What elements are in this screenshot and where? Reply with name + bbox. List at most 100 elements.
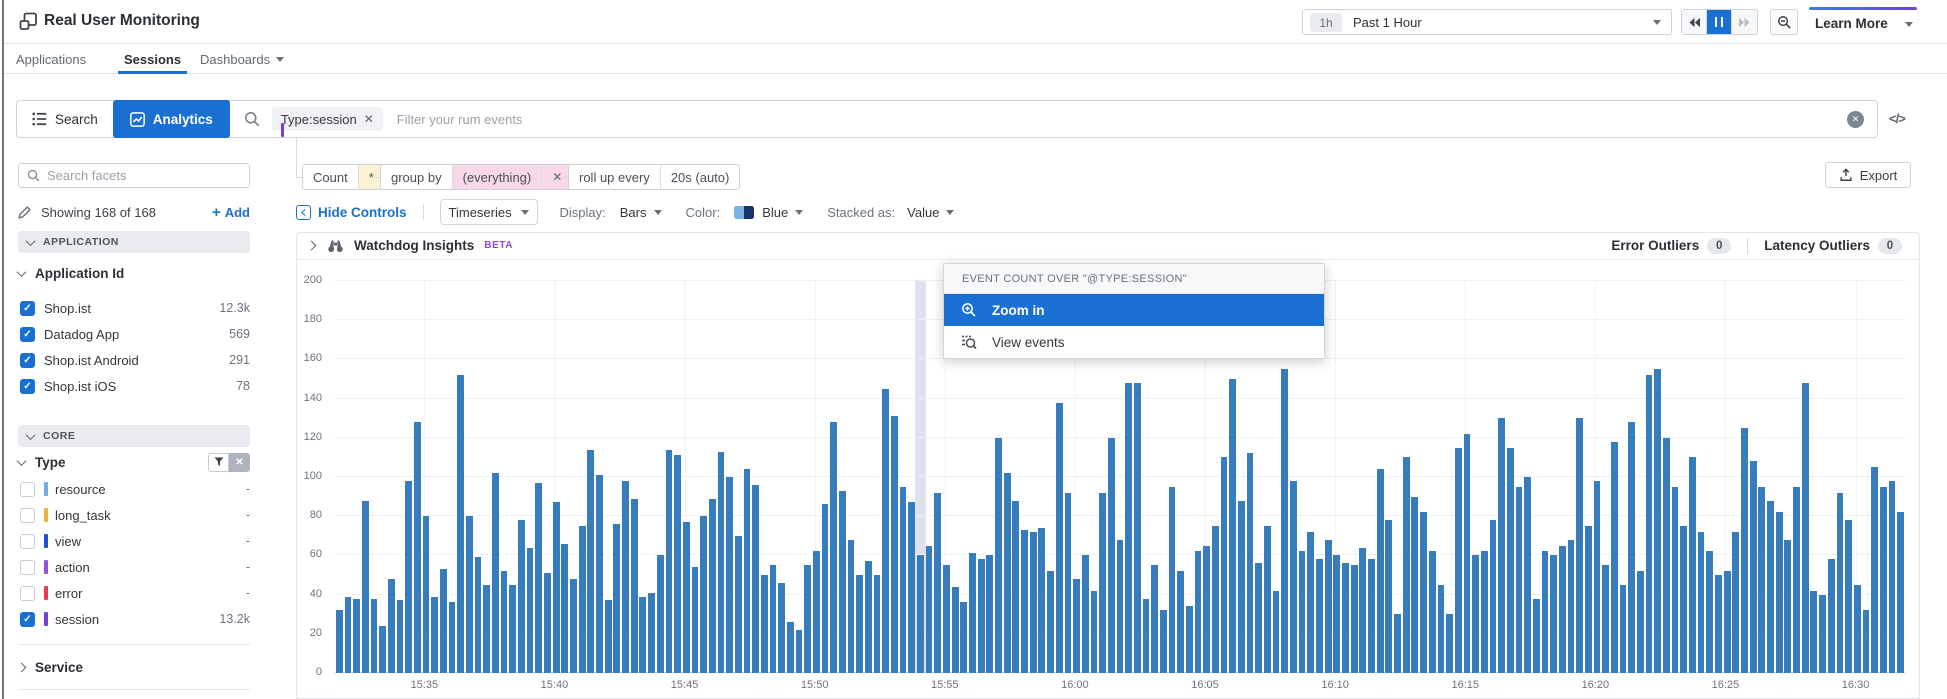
facet-row-action[interactable]: action - bbox=[18, 555, 250, 579]
chart-bar[interactable] bbox=[951, 586, 959, 673]
chart-bar[interactable] bbox=[1385, 520, 1393, 673]
chart-bar[interactable] bbox=[891, 416, 898, 673]
chart-bar[interactable] bbox=[656, 555, 664, 673]
watchdog-insights-header[interactable]: Watchdog Insights BETA Error Outliers 0 … bbox=[296, 232, 1920, 260]
chart-bar[interactable] bbox=[1836, 492, 1844, 673]
chart-bar[interactable] bbox=[1628, 422, 1636, 673]
facet-row-datadog-app[interactable]: ✓ Datadog App 569 bbox=[18, 322, 250, 346]
chart-bar[interactable] bbox=[1515, 486, 1523, 673]
chart-bar[interactable] bbox=[526, 547, 534, 673]
checkbox[interactable]: ✓ bbox=[20, 378, 35, 394]
chart-bar[interactable] bbox=[457, 375, 465, 673]
chart-bar[interactable] bbox=[769, 565, 777, 673]
facet-service[interactable]: Service bbox=[16, 656, 250, 678]
pause-button[interactable] bbox=[1707, 10, 1733, 34]
chart-bar[interactable] bbox=[578, 526, 586, 673]
chart-bar[interactable] bbox=[899, 486, 907, 673]
checkbox[interactable] bbox=[20, 481, 35, 497]
chart-bar[interactable] bbox=[674, 455, 681, 673]
chart-bar[interactable] bbox=[1211, 526, 1219, 673]
chart-bar[interactable] bbox=[1489, 520, 1497, 673]
chart-bar[interactable] bbox=[1732, 531, 1740, 673]
remove-filter-icon[interactable]: ✕ bbox=[229, 452, 250, 472]
chart-bar[interactable] bbox=[474, 557, 482, 673]
chart-bar[interactable] bbox=[1576, 418, 1584, 673]
chart-bar[interactable] bbox=[1784, 539, 1792, 673]
chart-bar[interactable] bbox=[1593, 480, 1601, 673]
chart-bar[interactable] bbox=[760, 575, 768, 673]
chart-bar[interactable] bbox=[838, 490, 846, 673]
chart-bar[interactable] bbox=[1350, 565, 1358, 673]
export-button[interactable]: Export bbox=[1825, 162, 1911, 188]
checkbox[interactable] bbox=[20, 559, 35, 575]
chart-bar[interactable] bbox=[700, 516, 707, 673]
chart-bar[interactable] bbox=[405, 480, 413, 673]
chart-bar[interactable] bbox=[587, 449, 595, 673]
chart-bar[interactable] bbox=[960, 602, 968, 673]
chart-bar[interactable] bbox=[865, 561, 872, 673]
chart-bar[interactable] bbox=[1871, 467, 1878, 673]
color-value-dropdown[interactable]: Blue bbox=[762, 205, 804, 220]
chart-bar[interactable] bbox=[1853, 584, 1861, 673]
tab-dashboards[interactable]: Dashboards bbox=[200, 44, 285, 74]
hide-controls-button[interactable]: Hide Controls bbox=[296, 204, 407, 220]
chart-bar[interactable] bbox=[1610, 441, 1618, 673]
chart-bar[interactable] bbox=[370, 598, 378, 673]
chart-bar[interactable] bbox=[1645, 375, 1653, 673]
chart-bar[interactable] bbox=[353, 598, 360, 673]
chart-bar[interactable] bbox=[812, 551, 820, 673]
chart-bar[interactable] bbox=[1584, 526, 1592, 673]
chart-bar[interactable] bbox=[1567, 539, 1575, 673]
chart-bar[interactable] bbox=[630, 498, 638, 673]
chart-bar[interactable] bbox=[682, 522, 690, 673]
chart-bar[interactable] bbox=[387, 578, 395, 673]
chart-bar[interactable] bbox=[613, 524, 621, 673]
chart-bar[interactable] bbox=[743, 469, 751, 673]
chart-bar[interactable] bbox=[1446, 614, 1453, 673]
chart-bar[interactable] bbox=[786, 622, 794, 673]
chart-bar[interactable] bbox=[1671, 486, 1679, 673]
facet-row-shopist-android[interactable]: ✓ Shop.ist Android 291 bbox=[18, 348, 250, 372]
chart-bar[interactable] bbox=[335, 610, 343, 673]
chart-bar[interactable] bbox=[1715, 575, 1722, 673]
chart-bar[interactable] bbox=[1689, 457, 1696, 673]
chart-bar[interactable] bbox=[1029, 531, 1037, 673]
code-view-toggle[interactable]: </> bbox=[1889, 111, 1906, 126]
chart-bar[interactable] bbox=[1897, 512, 1904, 673]
chart-bar[interactable] bbox=[1454, 447, 1462, 673]
chart-bar[interactable] bbox=[431, 596, 439, 673]
chart-bar[interactable] bbox=[1767, 500, 1774, 673]
chart-bar[interactable] bbox=[1506, 447, 1514, 673]
chart-bar[interactable] bbox=[1307, 531, 1315, 673]
chart-bar[interactable] bbox=[1107, 437, 1115, 673]
chart-bar[interactable] bbox=[1342, 563, 1349, 673]
chart-bar[interactable] bbox=[1498, 418, 1505, 673]
chart-bar[interactable] bbox=[752, 484, 760, 673]
chart-bar[interactable] bbox=[1532, 598, 1540, 673]
menu-item-view-events[interactable]: View events bbox=[944, 326, 1324, 358]
chart-bar[interactable] bbox=[1073, 578, 1080, 673]
time-range-picker[interactable]: 1h Past 1 Hour bbox=[1302, 9, 1672, 35]
menu-item-zoom-in[interactable]: Zoom in bbox=[944, 294, 1324, 326]
chart-bar[interactable] bbox=[726, 477, 733, 673]
chart-bar[interactable] bbox=[821, 504, 829, 673]
chart-bar[interactable] bbox=[1168, 486, 1176, 673]
chart-bar[interactable] bbox=[1281, 369, 1289, 673]
rollup-value[interactable]: 20s (auto) bbox=[670, 169, 730, 185]
chart-bar[interactable] bbox=[604, 600, 612, 673]
facet-row-session[interactable]: ✓ session 13.2k bbox=[18, 607, 250, 631]
chart-bar[interactable] bbox=[1827, 559, 1835, 673]
chart-bar[interactable] bbox=[509, 584, 517, 673]
chart-bar[interactable] bbox=[830, 422, 838, 673]
chart-bar[interactable] bbox=[1298, 551, 1306, 673]
chart-bar[interactable] bbox=[1862, 610, 1870, 673]
chart-bar[interactable] bbox=[795, 629, 803, 673]
checkbox[interactable]: ✓ bbox=[20, 326, 35, 342]
chart-bar[interactable] bbox=[908, 502, 916, 673]
chart-bar[interactable] bbox=[1758, 486, 1766, 673]
checkbox[interactable] bbox=[20, 507, 35, 523]
display-value-dropdown[interactable]: Bars bbox=[620, 205, 662, 220]
chart-bar[interactable] bbox=[943, 565, 950, 673]
chart-bar[interactable] bbox=[1402, 457, 1410, 673]
analytics-view-button[interactable]: Analytics bbox=[112, 100, 230, 138]
